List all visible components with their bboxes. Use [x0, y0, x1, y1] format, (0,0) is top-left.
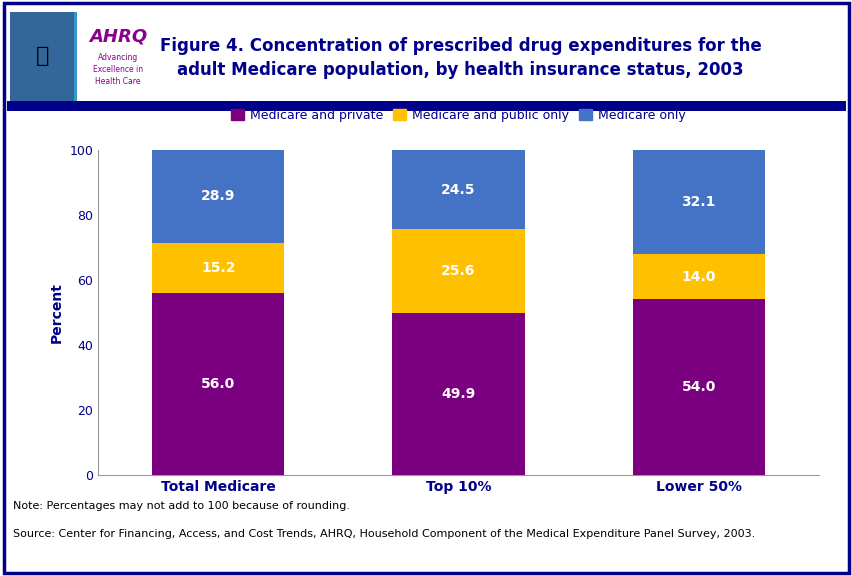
Bar [152, 149, 284, 244]
Y-axis label: Percent: Percent [49, 282, 64, 343]
Text: 24.5: 24.5 [440, 183, 475, 196]
Text: Figure 4. Concentration of prescribed drug expenditures for the
adult Medicare p: Figure 4. Concentration of prescribed dr… [159, 37, 761, 79]
Text: 25.6: 25.6 [440, 264, 475, 278]
Text: 32.1: 32.1 [681, 195, 715, 209]
Bar [632, 300, 764, 475]
Text: 14.0: 14.0 [681, 270, 715, 284]
Text: 56.0: 56.0 [201, 377, 235, 391]
Bar [152, 293, 284, 475]
Bar [152, 244, 284, 293]
Bar [392, 150, 524, 229]
Text: 49.9: 49.9 [440, 387, 475, 401]
Text: 28.9: 28.9 [201, 190, 235, 203]
Bar [392, 313, 524, 475]
Text: AHRQ: AHRQ [89, 28, 147, 46]
Text: Note: Percentages may not add to 100 because of rounding.: Note: Percentages may not add to 100 bec… [13, 501, 349, 511]
Bar [392, 229, 524, 313]
Text: 15.2: 15.2 [201, 262, 235, 275]
Text: 🦅: 🦅 [36, 46, 49, 66]
Bar [632, 254, 764, 300]
Text: Advancing
Excellence in
Health Care: Advancing Excellence in Health Care [93, 53, 143, 86]
Text: 54.0: 54.0 [681, 380, 715, 395]
Text: Source: Center for Financing, Access, and Cost Trends, AHRQ, Household Component: Source: Center for Financing, Access, an… [13, 529, 754, 539]
Legend: Medicare and private, Medicare and public only, Medicare only: Medicare and private, Medicare and publi… [226, 104, 690, 127]
Bar [632, 149, 764, 254]
